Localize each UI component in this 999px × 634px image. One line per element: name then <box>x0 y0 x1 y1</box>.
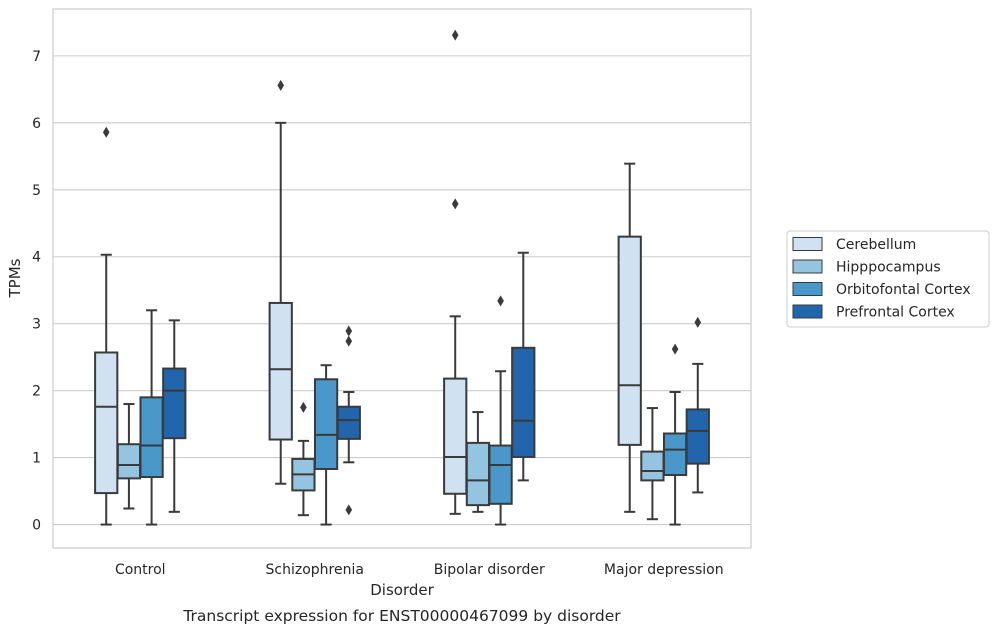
iqr-box <box>511 346 536 458</box>
box-prefrontal-cortex <box>511 251 536 482</box>
iqr-box <box>640 450 665 482</box>
box-hipppocampus <box>116 403 142 510</box>
box-hipppocampus <box>640 407 665 521</box>
iqr-box <box>162 367 187 440</box>
iqr-box <box>94 351 119 495</box>
legend-label: Orbitofontal Cortex <box>836 282 971 298</box>
legend-swatch <box>792 237 823 251</box>
box-cerebellum <box>617 162 642 513</box>
y-tick-label: 4 <box>32 250 41 266</box>
box-prefrontal-cortex <box>336 325 361 516</box>
box-orbitofontal-cortex <box>139 309 164 526</box>
legend: Cerebellum Hipppocampus Orbitofontal Corte… <box>786 230 990 328</box>
y-tick-label: 0 <box>32 518 41 534</box>
chart-caption: Transcript expression for ENST0000046709… <box>182 607 621 625</box>
box-orbitofontal-cortex <box>662 343 688 526</box>
legend-swatch <box>792 304 823 319</box>
box-cerebellum <box>443 29 468 515</box>
iqr-box <box>336 405 361 440</box>
outlier-point <box>451 198 459 210</box>
box-orbitofontal-cortex <box>313 364 339 526</box>
y-tick-label: 3 <box>32 317 41 333</box>
iqr-box <box>313 378 339 470</box>
outlier-point <box>694 316 702 328</box>
outlier-point <box>671 343 679 355</box>
outlier-point <box>497 295 504 307</box>
iqr-box <box>443 377 468 495</box>
y-tick-label: 2 <box>32 384 41 400</box>
iqr-box <box>685 408 710 465</box>
outlier-point <box>277 79 285 91</box>
x-tick-label: Bipolar disorder <box>434 562 545 578</box>
outlier-point <box>300 401 307 413</box>
legend-frame <box>786 230 990 328</box>
legend-label: Hipppocampus <box>836 260 941 276</box>
y-tick-label: 6 <box>32 116 41 132</box>
outlier-point <box>345 335 353 347</box>
iqr-box <box>662 432 688 477</box>
box-prefrontal-cortex <box>162 319 187 513</box>
iqr-box <box>268 301 293 441</box>
box-hipppocampus <box>465 411 491 513</box>
iqr-box <box>617 235 642 446</box>
y-axis-ticks: 0 1 2 3 4 5 6 7 <box>32 49 41 534</box>
outlier-point <box>345 325 353 337</box>
legend-label: Prefrontal Cortex <box>836 305 955 321</box>
y-axis-label: TPMs <box>6 258 24 298</box>
iqr-box <box>139 396 164 479</box>
y-tick-label: 1 <box>32 451 41 467</box>
box-plot-marks <box>94 29 710 526</box>
x-axis-ticks: Control Schizophrenia Bipolar disorder Majo… <box>115 562 724 578</box>
y-tick-label: 7 <box>32 49 41 65</box>
outlier-point <box>451 29 459 41</box>
outlier-point <box>345 504 353 516</box>
box-cerebellum <box>94 126 119 526</box>
legend-swatch <box>792 282 823 296</box>
iqr-box <box>488 444 513 505</box>
x-tick-label: Major depression <box>604 562 724 578</box>
box-hipppocampus <box>291 401 316 517</box>
box-prefrontal-cortex <box>685 316 710 494</box>
legend-swatch <box>792 259 823 274</box>
iqr-box <box>116 443 142 480</box>
x-axis-label: Disorder <box>370 581 434 599</box>
outlier-point <box>102 126 110 138</box>
iqr-box <box>465 441 491 507</box>
x-tick-label: Schizophrenia <box>266 562 364 578</box>
box-cerebellum <box>268 79 293 485</box>
box-orbitofontal-cortex <box>488 295 513 526</box>
x-tick-label: Control <box>115 562 166 578</box>
y-tick-label: 5 <box>32 183 41 199</box>
legend-label: Cerebellum <box>836 237 916 253</box>
plot-area-frame <box>52 8 752 549</box>
